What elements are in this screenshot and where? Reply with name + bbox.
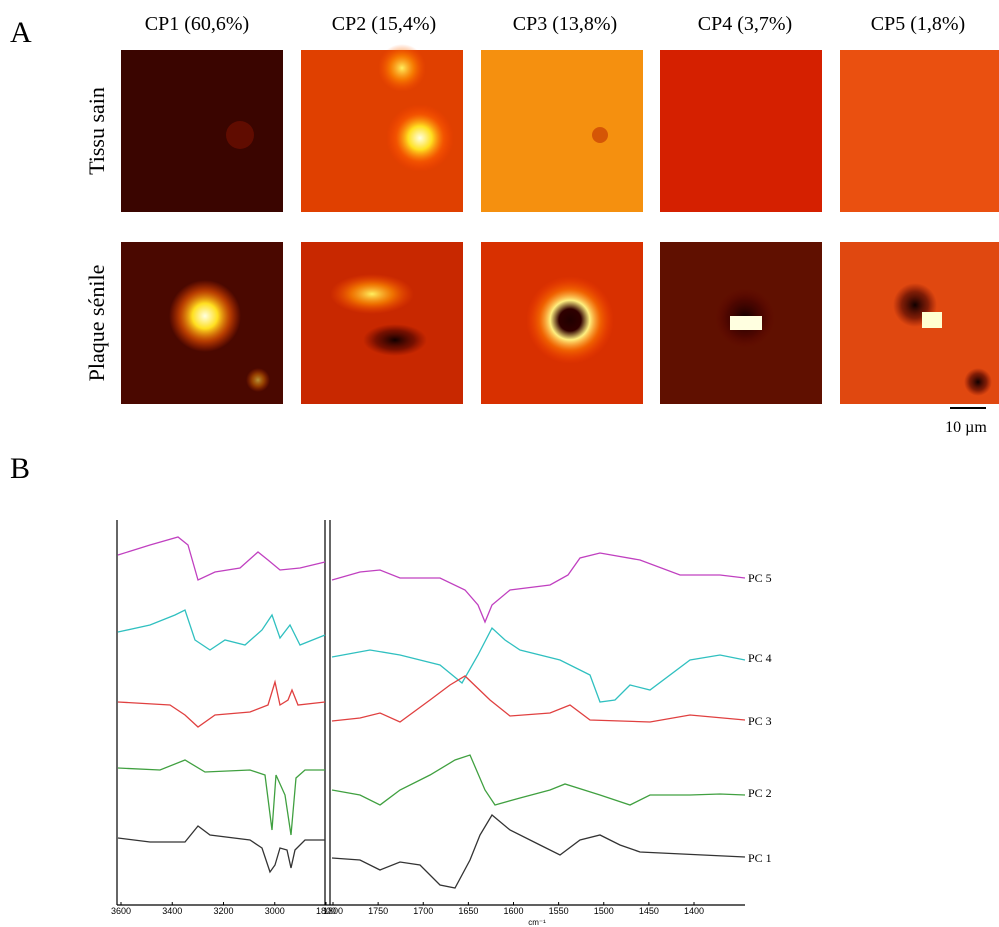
- row-label: Plaque sénile: [84, 265, 109, 382]
- tick-label: 1750: [368, 906, 388, 916]
- panel-label: B: [10, 452, 30, 485]
- heatmap-spot: [964, 368, 992, 396]
- heatmap-spot: [363, 324, 427, 356]
- heatmap: [660, 50, 822, 212]
- spectrum: [117, 679, 326, 728]
- tick-label: 3600: [111, 906, 131, 916]
- spectra-frame: [116, 520, 745, 906]
- component-label: PC 4: [748, 651, 772, 665]
- column-title: CP1 (60,6%): [145, 13, 249, 35]
- heatmap-spot: [922, 312, 942, 328]
- component-label: PC 5: [748, 571, 772, 585]
- heatmap: [840, 50, 999, 212]
- component-label: PC 3: [748, 714, 772, 728]
- heatmaps: [121, 44, 999, 404]
- heatmap-spot: [169, 280, 241, 352]
- spectrum: [117, 759, 325, 836]
- tick-label: 1650: [458, 906, 478, 916]
- component-label: PC 2: [748, 786, 772, 800]
- component-labels: PC 5 PC 4 PC 3 PC 2 PC 1: [748, 571, 772, 865]
- column-title: CP5 (1,8%): [871, 13, 965, 35]
- panel-label: A: [10, 16, 32, 49]
- tick-label: 1500: [594, 906, 614, 916]
- spectrum: [331, 814, 746, 889]
- tick-label: 3400: [162, 906, 182, 916]
- row-label: Tissu sain: [84, 87, 109, 175]
- heatmap: [481, 50, 643, 212]
- tick-label: 3200: [213, 906, 233, 916]
- heatmap-spot: [226, 121, 254, 149]
- spectrum: [331, 754, 746, 806]
- heatmap-spot: [730, 316, 762, 330]
- heatmap-spot: [386, 104, 454, 172]
- spectrum: [117, 609, 326, 651]
- spectrum: [117, 536, 326, 581]
- axis-unit: cm⁻¹: [528, 918, 546, 927]
- tick-label: 1700: [413, 906, 433, 916]
- heatmap-spot: [592, 127, 608, 143]
- heatmap-spot: [246, 368, 270, 392]
- spectrum: [331, 675, 746, 723]
- tick-label: 1450: [639, 906, 659, 916]
- tick-label: 3000: [265, 906, 285, 916]
- column-titles: CP1 (60,6%) CP2 (15,4%) CP3 (13,8%) CP4 …: [145, 13, 965, 35]
- heatmap-spot: [526, 276, 614, 364]
- column-title: CP4 (3,7%): [698, 13, 792, 35]
- heatmap: [301, 242, 463, 404]
- tick-label: 1800: [323, 906, 343, 916]
- heatmap-spot: [330, 274, 414, 314]
- heatmap: [121, 50, 283, 212]
- tick-label: 1550: [549, 906, 569, 916]
- column-title: CP3 (13,8%): [513, 13, 617, 35]
- spectrum: [117, 825, 325, 874]
- tick-label: 1600: [503, 906, 523, 916]
- tick-label: 1400: [684, 906, 704, 916]
- column-title: CP2 (15,4%): [332, 13, 436, 35]
- spectrum: [331, 552, 746, 624]
- heatmap-spot: [378, 44, 426, 92]
- spectra: [117, 536, 746, 889]
- spectrum: [331, 626, 746, 703]
- scale-label: 10 µm: [945, 419, 987, 436]
- component-label: PC 1: [748, 851, 772, 865]
- tick-label: 1800: [316, 906, 336, 916]
